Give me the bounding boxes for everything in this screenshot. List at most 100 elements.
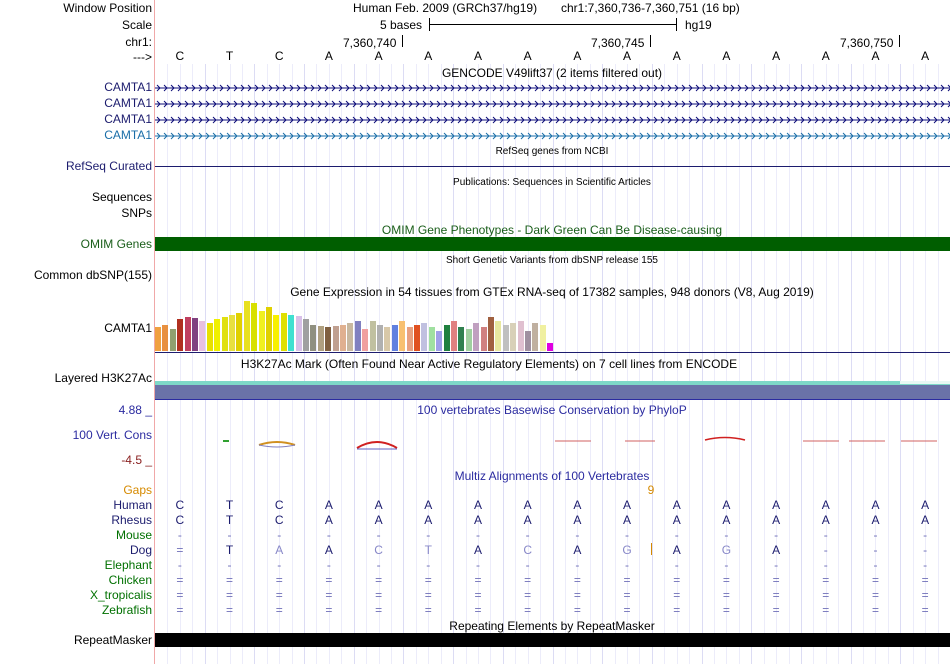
gencode-gene-label-3[interactable]: CAMTA1 [104,112,152,126]
gtex-tissue-bar[interactable] [362,329,369,351]
species-label-chicken[interactable]: Chicken [108,573,152,587]
strand-arrow-glyph [835,84,840,92]
gtex-tissue-bar[interactable] [377,325,383,351]
refseq-gene-line[interactable] [155,166,950,167]
gtex-tissue-bar[interactable] [258,311,265,351]
gtex-track-label[interactable]: CAMTA1 [104,321,152,335]
gtex-tissue-bar[interactable] [243,301,250,351]
sequence-base: A [921,49,930,63]
gtex-tissue-bar[interactable] [266,307,272,351]
gtex-tissue-bar[interactable] [273,315,280,351]
strand-arrow-glyph [373,100,378,108]
gtex-tissue-bar[interactable] [340,325,346,351]
gtex-tissue-bar[interactable] [421,323,428,351]
gtex-tissue-bar[interactable] [280,313,287,351]
species-label-dog[interactable]: Dog [129,543,152,557]
gtex-tissue-bar[interactable] [525,331,531,351]
gtex-tissue-bar[interactable] [480,327,487,351]
gtex-tissue-bar[interactable] [251,303,258,351]
h3k27ac-track-label[interactable]: Layered H3K27Ac [54,371,152,385]
gtex-tissue-bar[interactable] [354,321,361,351]
gtex-tissue-bar[interactable] [414,325,420,351]
h3k27ac-signal-layer[interactable] [155,385,950,399]
omim-track-label[interactable]: OMIM Genes [80,237,152,251]
gtex-tissue-bar[interactable] [214,319,221,351]
gtex-tissue-bar[interactable] [155,327,161,351]
gtex-tissue-bar[interactable] [317,326,324,351]
gtex-tissue-bar[interactable] [295,316,302,351]
strand-arrow-glyph [282,132,287,140]
dbsnp-track-label[interactable]: Common dbSNP(155) [33,268,152,282]
species-label-rhesus[interactable]: Rhesus [111,513,152,527]
phylop-conservation-plot[interactable] [155,430,950,455]
gtex-tissue-bar[interactable] [206,323,213,351]
snps-track-label[interactable]: SNPs [121,206,152,220]
refseq-track-label[interactable]: RefSeq Curated [65,159,152,173]
gtex-tissue-bar[interactable] [488,317,494,351]
strand-arrow-glyph [898,132,903,140]
alignment-base: - [525,528,530,542]
gtex-tissue-bar[interactable] [369,321,376,351]
gtex-tissue-bar[interactable] [199,321,206,351]
gtex-tissue-bar[interactable] [502,325,509,351]
strand-arrow-glyph [730,84,735,92]
gtex-tissue-bar[interactable] [310,325,317,351]
cons-track-label[interactable]: 100 Vert. Cons [72,428,152,442]
strand-arrow-glyph [737,84,742,92]
gencode-gene-label-4[interactable]: CAMTA1 [104,128,152,142]
gtex-tissue-bar[interactable] [510,323,517,351]
assembly-title: Human Feb. 2009 (GRCh37/hg19) [353,1,538,15]
gtex-tissue-bar[interactable] [428,327,435,351]
sequences-track-label[interactable]: Sequences [91,190,152,204]
strand-arrow-glyph [702,132,707,140]
gtex-tissue-bar[interactable] [517,321,524,351]
gtex-tissue-bar[interactable] [325,327,332,351]
repeatmasker-element-bar[interactable] [155,633,950,647]
strand-arrow-glyph [380,100,385,108]
gtex-tissue-bar[interactable] [169,329,176,351]
strand-arrow-label: ---> [133,50,152,64]
gencode-gene-label-2[interactable]: CAMTA1 [104,96,152,110]
gtex-tissue-bar[interactable] [465,329,472,351]
gtex-tissue-bar[interactable] [192,318,198,351]
species-label-zebrafish[interactable]: Zebrafish [101,603,152,617]
gencode-gene-rows[interactable] [155,80,950,144]
gtex-expression-bars[interactable] [155,299,555,351]
species-label-x-tropicalis[interactable]: X_tropicalis [89,588,152,602]
gencode-gene-label-1[interactable]: CAMTA1 [104,80,152,94]
dog-insertion-marker [651,543,652,555]
strand-arrow-glyph [317,132,322,140]
gtex-tissue-bar[interactable] [177,319,184,351]
species-label-elephant[interactable]: Elephant [104,558,152,572]
browser-image-area[interactable]: Human Feb. 2009 (GRCh37/hg19) chr1:7,360… [155,0,950,664]
repeatmasker-track-label[interactable]: RepeatMasker [73,633,152,647]
gtex-tissue-bar[interactable] [473,323,480,351]
gtex-tissue-bar[interactable] [332,326,339,351]
species-label-human[interactable]: Human [113,498,152,512]
gtex-tissue-bar[interactable] [303,319,309,351]
gtex-tissue-bar[interactable] [532,323,539,351]
gtex-tissue-bar[interactable] [436,331,443,351]
gtex-tissue-bar[interactable] [495,321,502,351]
strand-arrow-glyph [716,116,721,124]
strand-arrow-glyph [464,116,469,124]
gtex-tissue-bar[interactable] [288,315,295,351]
omim-gene-bar[interactable] [155,237,950,251]
gtex-tissue-bar[interactable] [162,325,169,351]
gtex-tissue-bar[interactable] [443,325,450,351]
gtex-tissue-bar[interactable] [384,327,391,351]
gtex-tissue-bar[interactable] [458,327,465,351]
gtex-tissue-bar[interactable] [451,321,457,351]
alignment-base: = [573,573,581,587]
gtex-tissue-bar[interactable] [391,325,398,351]
gtex-tissue-bar[interactable] [221,317,228,351]
gtex-tissue-bar[interactable] [184,317,191,351]
gtex-tissue-bar[interactable] [236,313,243,351]
gtex-tissue-bar[interactable] [547,343,554,351]
gtex-tissue-bar[interactable] [406,327,413,351]
gtex-tissue-bar[interactable] [539,325,546,351]
gtex-tissue-bar[interactable] [399,321,406,351]
gtex-tissue-bar[interactable] [229,315,235,351]
gtex-tissue-bar[interactable] [347,323,354,351]
species-label-mouse[interactable]: Mouse [115,528,152,542]
